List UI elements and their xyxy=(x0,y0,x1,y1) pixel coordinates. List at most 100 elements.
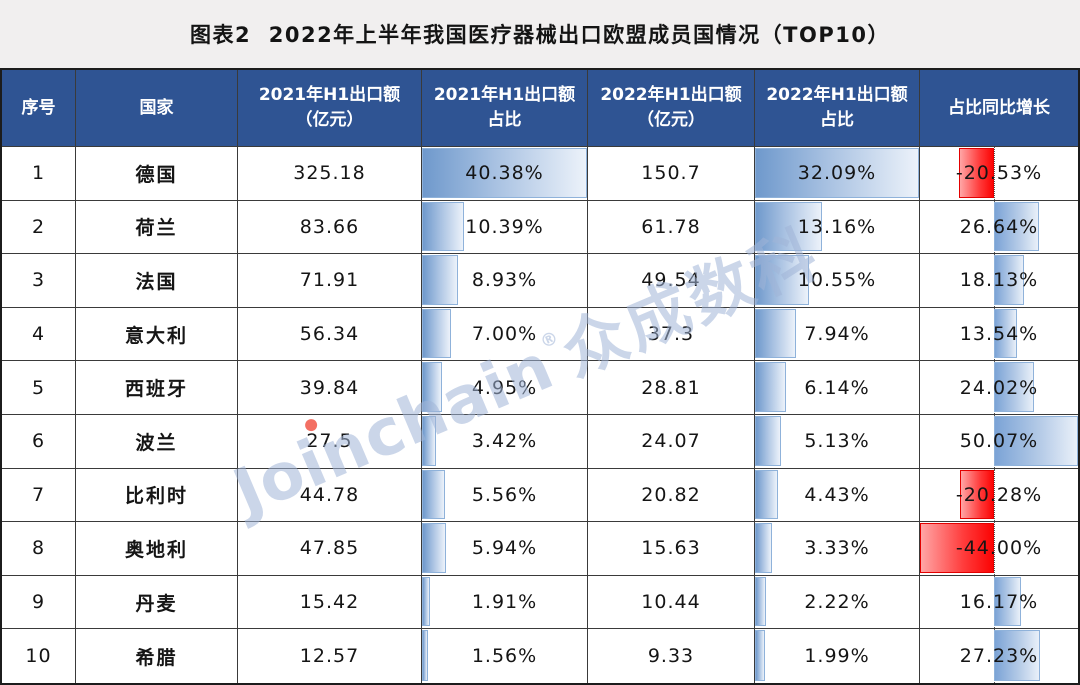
amount-2022-value: 20.82 xyxy=(641,483,701,506)
databar-growth xyxy=(993,362,1035,412)
databar-share-2021 xyxy=(422,148,587,198)
cell-country: 德国 xyxy=(76,147,238,201)
table-row: 3 法国 71.91 8.93% 49.54 10.55% 18 xyxy=(2,254,1078,308)
cell-share-2021: 8.93% xyxy=(422,254,588,308)
cell-amount-2022: 15.63 xyxy=(588,522,755,576)
share-2021-value: 4.95% xyxy=(471,376,538,399)
cell-country: 意大利 xyxy=(76,307,238,362)
cell-growth: -44.00% xyxy=(920,522,1078,576)
amount-2022-value: 150.7 xyxy=(641,162,701,185)
amount-2022-value: 9.33 xyxy=(647,645,695,668)
cell-amount-2022: 150.7 xyxy=(588,147,755,201)
cell-rank: 7 xyxy=(2,468,76,523)
header-share-2021: 2021年H1出口额占比 xyxy=(422,70,588,147)
databar-axis xyxy=(993,468,995,522)
databar-growth xyxy=(993,255,1025,305)
databar-share-2022 xyxy=(755,148,919,198)
amount-2022-value: 37.3 xyxy=(647,323,695,346)
cell-country: 波兰 xyxy=(76,414,238,469)
share-2021-value: 1.56% xyxy=(471,645,538,668)
table-row: 7 比利时 44.78 5.56% 20.82 4.43% -2 xyxy=(2,468,1078,523)
country-name: 德国 xyxy=(135,163,178,186)
cell-amount-2021: 71.91 xyxy=(238,254,422,308)
cell-country: 比利时 xyxy=(76,468,238,523)
amount-2021-value: 83.66 xyxy=(299,215,360,238)
header-share-2022: 2022年H1出口额占比 xyxy=(755,70,920,147)
rank-value: 3 xyxy=(31,269,46,292)
growth-value: -44.00% xyxy=(955,537,1043,560)
cell-rank: 10 xyxy=(2,629,76,683)
databar-share-2021 xyxy=(422,469,445,520)
amount-2021-value: 27.5 xyxy=(306,430,353,453)
databar-share-2022 xyxy=(755,523,773,573)
growth-value: 50.07% xyxy=(959,430,1039,453)
cell-growth: 13.54% xyxy=(920,307,1078,362)
cell-share-2022: 4.43% xyxy=(755,468,920,523)
cell-amount-2021: 47.85 xyxy=(238,522,422,576)
cell-share-2021: 5.56% xyxy=(422,468,588,523)
cell-amount-2021: 12.57 xyxy=(238,629,422,683)
country-name: 希腊 xyxy=(135,646,178,669)
amount-2021-value: 12.57 xyxy=(299,645,360,668)
databar-share-2021 xyxy=(422,362,443,412)
databar-growth xyxy=(993,630,1040,681)
share-2022-value: 2.22% xyxy=(804,591,870,614)
cell-growth: 50.07% xyxy=(920,414,1078,469)
cell-share-2022: 5.13% xyxy=(755,414,920,469)
share-2022-value: 10.55% xyxy=(797,269,877,292)
cell-amount-2021: 44.78 xyxy=(238,468,422,523)
header-growth: 占比同比增长 xyxy=(920,70,1078,147)
cell-share-2021: 40.38% xyxy=(422,147,588,201)
cell-share-2022: 13.16% xyxy=(755,200,920,255)
cell-rank: 2 xyxy=(2,200,76,255)
table-header-row: 序号 国家 2021年H1出口额（亿元） 2021年H1出口额占比 2022年H… xyxy=(2,70,1078,147)
databar-growth xyxy=(993,308,1017,359)
cell-country: 奥地利 xyxy=(76,522,238,576)
cell-growth: 24.02% xyxy=(920,361,1078,415)
cell-country: 西班牙 xyxy=(76,361,238,415)
header-country: 国家 xyxy=(76,70,238,147)
databar-share-2022 xyxy=(755,576,767,627)
rank-value: 7 xyxy=(31,483,46,506)
rank-value: 9 xyxy=(31,591,46,614)
rank-value: 10 xyxy=(25,645,52,668)
cell-amount-2022: 28.81 xyxy=(588,361,755,415)
amount-2022-value: 49.54 xyxy=(641,269,701,292)
country-name: 丹麦 xyxy=(135,592,178,615)
growth-value: 24.02% xyxy=(959,376,1039,399)
growth-value: 18.13% xyxy=(959,269,1039,292)
cell-share-2021: 3.42% xyxy=(422,414,588,469)
cell-growth: 18.13% xyxy=(920,254,1078,308)
amount-2022-value: 61.78 xyxy=(641,215,701,238)
amount-2021-value: 47.85 xyxy=(299,537,360,560)
cell-amount-2022: 9.33 xyxy=(588,629,755,683)
cell-rank: 9 xyxy=(2,575,76,630)
databar-share-2021 xyxy=(422,201,465,252)
databar-share-2021 xyxy=(422,308,451,359)
databar-share-2021 xyxy=(422,576,430,627)
growth-value: 16.17% xyxy=(959,591,1039,614)
databar-share-2022 xyxy=(755,630,766,681)
country-name: 意大利 xyxy=(124,324,188,347)
cell-share-2021: 7.00% xyxy=(422,307,588,362)
amount-2022-value: 28.81 xyxy=(641,376,701,399)
cell-rank: 6 xyxy=(2,414,76,469)
share-2021-value: 1.91% xyxy=(471,591,538,614)
country-name: 荷兰 xyxy=(135,217,178,240)
cell-growth: -20.53% xyxy=(920,147,1078,201)
databar-share-2022 xyxy=(755,255,809,305)
cell-share-2021: 1.91% xyxy=(422,575,588,630)
cell-share-2022: 3.33% xyxy=(755,522,920,576)
share-2021-value: 7.00% xyxy=(471,323,538,346)
amount-2021-value: 15.42 xyxy=(299,591,360,614)
table-row: 9 丹麦 15.42 1.91% 10.44 2.22% 16. xyxy=(2,575,1078,630)
cell-rank: 5 xyxy=(2,361,76,415)
cell-share-2022: 2.22% xyxy=(755,575,920,630)
growth-value: -20.28% xyxy=(955,483,1043,506)
country-name: 西班牙 xyxy=(124,378,188,401)
table-row: 8 奥地利 47.85 5.94% 15.63 3.33% -4 xyxy=(2,522,1078,576)
share-2022-value: 32.09% xyxy=(797,162,877,185)
databar-growth xyxy=(993,415,1078,466)
databar-growth xyxy=(959,469,994,520)
